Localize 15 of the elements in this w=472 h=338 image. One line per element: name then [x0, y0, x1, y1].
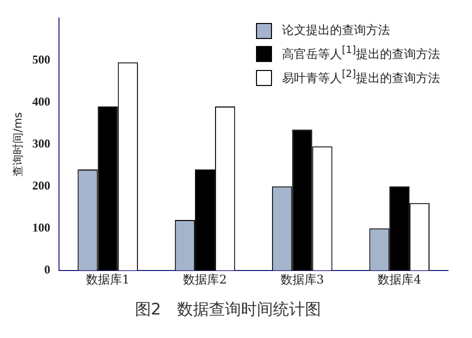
y-tick-label: 500	[32, 52, 50, 66]
y-tick-label: 200	[32, 178, 50, 192]
y-tick-label: 400	[32, 94, 50, 108]
legend-label: 易叶青等人$^{[2]}$提出的查询方法	[282, 69, 440, 87]
x-tick-label: 数据库2	[183, 272, 227, 287]
x-tick-label: 数据库4	[378, 272, 422, 287]
legend-label: 高官岳等人$^{[1]}$提出的查询方法	[282, 45, 440, 63]
y-axis-title: 查询时间/ms	[11, 112, 24, 176]
legend-label: 论文提出的查询方法	[282, 22, 390, 39]
text: 图2 数据查询时间统计图	[134, 300, 322, 319]
y-tick-label: 300	[32, 136, 50, 150]
x-tick-label: 数据库1	[86, 272, 130, 287]
y-tick-label: 0	[44, 262, 50, 276]
y-tick-label: 100	[32, 220, 50, 234]
x-tick-label: 数据库3	[280, 272, 324, 287]
